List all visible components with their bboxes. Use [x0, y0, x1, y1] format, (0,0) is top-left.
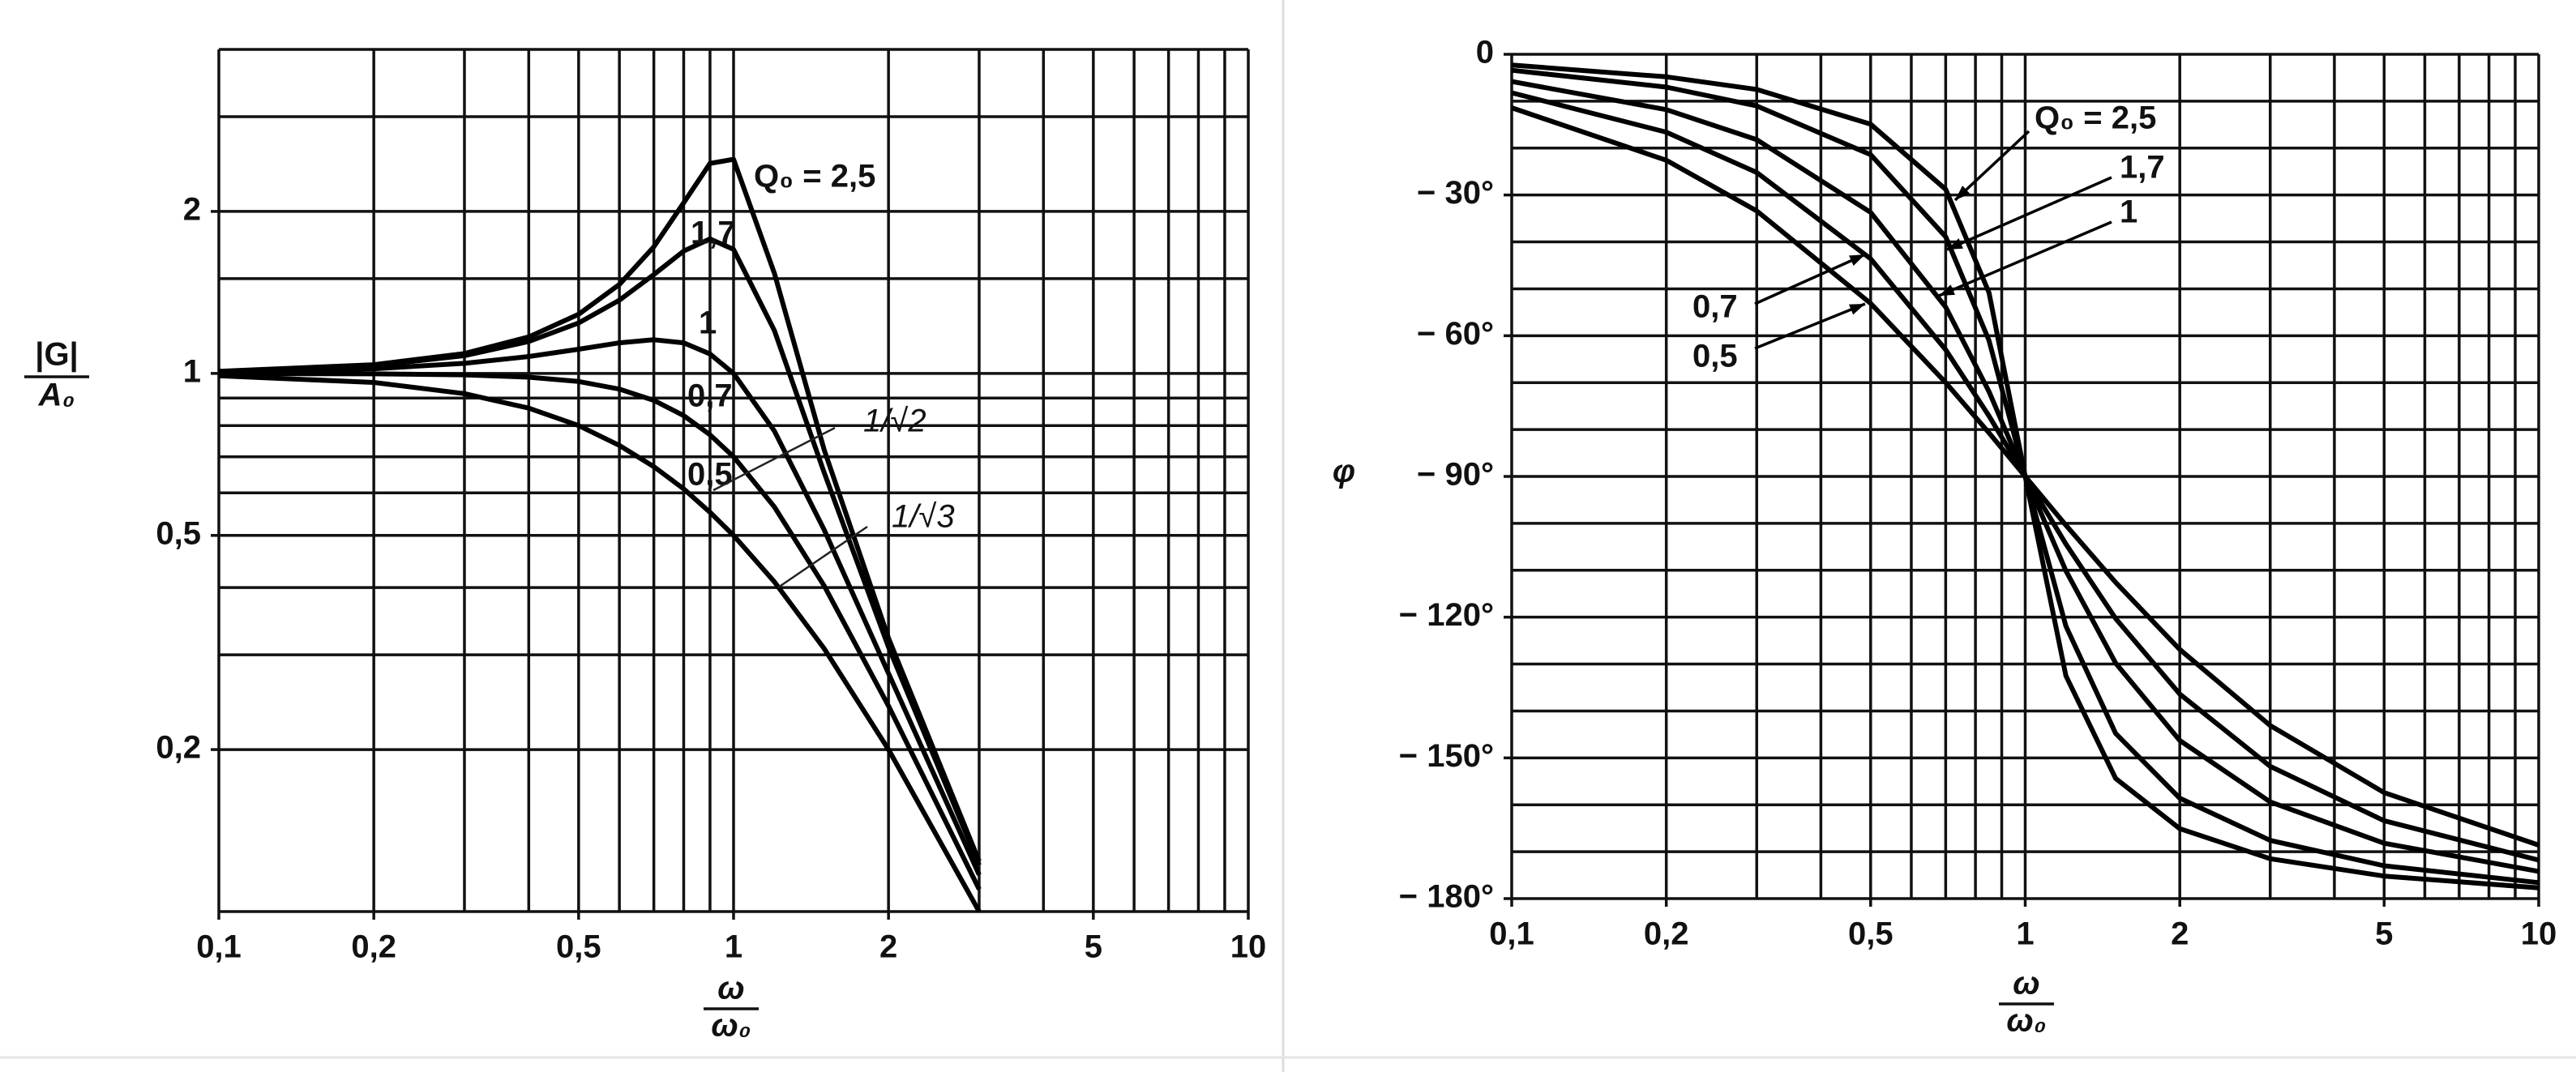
curve	[1511, 105, 2540, 848]
x-tick-label: 10	[1230, 929, 1267, 965]
x-tick-label: 10	[2521, 916, 2557, 952]
arrow-head	[1939, 284, 1955, 296]
label-arrow	[1938, 220, 2112, 297]
x-tick-label: 0,2	[1644, 916, 1689, 952]
y-tick-label: − 30°	[1417, 175, 1494, 211]
x-axis-label: ω	[2013, 966, 2039, 1002]
x-tick-label: 5	[2375, 916, 2393, 952]
label-arrow	[1946, 176, 2112, 251]
x-axis-label: ω₀	[2006, 1003, 2046, 1039]
curve-label: Q₀ = 2,5	[2035, 100, 2156, 136]
x-tick-label: 0,2	[351, 929, 396, 965]
curve	[218, 373, 982, 913]
arrow-head	[1849, 304, 1865, 315]
x-tick-label: 0,1	[196, 929, 242, 965]
y-tick-label: − 90°	[1417, 457, 1494, 493]
annotation-line	[777, 525, 868, 589]
x-tick-label: 1	[2016, 916, 2034, 952]
y-tick-label: − 120°	[1399, 597, 1494, 633]
annotation: 1/√2	[863, 404, 926, 439]
curve	[218, 337, 982, 876]
y-axis-label: A₀	[38, 378, 75, 413]
x-tick-label: 0,5	[556, 929, 601, 965]
arrow-head	[1849, 254, 1865, 266]
curve-label: 0,5	[1692, 339, 1738, 374]
label-arrow	[1754, 302, 1866, 350]
curve-label: 0,7	[1692, 289, 1738, 325]
label-arrow	[1754, 253, 1866, 305]
curve	[218, 156, 982, 863]
x-tick-label: 5	[1085, 929, 1102, 965]
x-axis-label: ω₀	[711, 1008, 751, 1044]
curve-label: 1	[2120, 194, 2137, 230]
curve-label: 1	[699, 305, 717, 341]
curve	[218, 370, 982, 890]
y-tick-label: − 60°	[1417, 316, 1494, 352]
annotation-line	[712, 426, 836, 492]
curve-label: 0,7	[687, 378, 733, 414]
x-tick-label: 0,5	[1848, 916, 1893, 952]
curve-label: 1,7	[2120, 150, 2165, 186]
y-tick-label: 0,5	[156, 515, 201, 551]
x-axis-label: ω	[717, 971, 744, 1006]
label-arrow	[1953, 130, 2030, 202]
x-tick-label: 2	[2171, 916, 2189, 952]
y-tick-label: 2	[183, 191, 201, 227]
annotation: 1/√3	[892, 499, 955, 535]
y-tick-label: 0	[1476, 35, 1494, 70]
y-axis-label: |G|	[35, 337, 79, 373]
curve-label: 0,5	[687, 457, 733, 493]
x-tick-label: 2	[879, 929, 897, 965]
arrow-head	[1955, 186, 1971, 200]
y-axis-label: φ	[1333, 454, 1355, 489]
y-tick-label: − 180°	[1399, 879, 1494, 915]
curve-label: 1,7	[691, 216, 736, 251]
x-tick-label: 0,1	[1489, 916, 1534, 952]
curve	[218, 236, 982, 866]
arrow-head	[1947, 238, 1963, 250]
y-tick-label: 1	[183, 353, 201, 389]
y-tick-label: 0,2	[156, 730, 201, 766]
y-tick-label: − 150°	[1399, 738, 1494, 774]
curve-label: Q₀ = 2,5	[754, 159, 875, 194]
x-tick-label: 1	[725, 929, 742, 965]
